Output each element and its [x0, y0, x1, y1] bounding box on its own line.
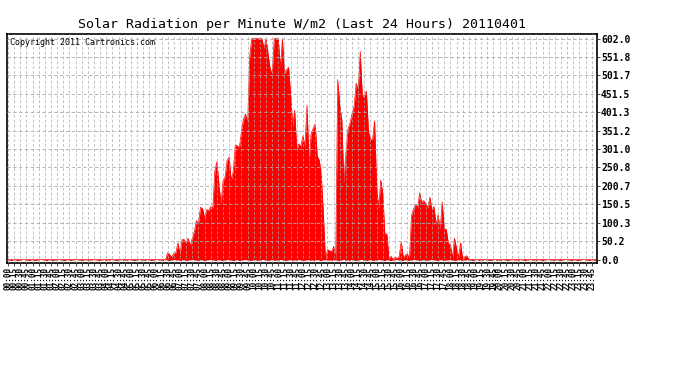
Text: Copyright 2011 Cartronics.com: Copyright 2011 Cartronics.com [10, 38, 155, 47]
Title: Solar Radiation per Minute W/m2 (Last 24 Hours) 20110401: Solar Radiation per Minute W/m2 (Last 24… [78, 18, 526, 31]
